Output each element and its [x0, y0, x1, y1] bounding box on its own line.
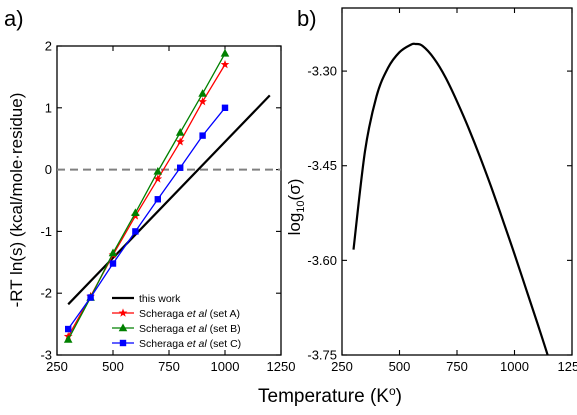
panel-b-frame — [341, 7, 573, 356]
series-3-point — [87, 294, 94, 301]
panel-a-xtick-label: 750 — [158, 359, 180, 374]
legend-marker-1 — [118, 308, 128, 317]
series-3-point — [154, 196, 161, 203]
panel-b-series-line-0 — [352, 42, 549, 355]
series-line-0 — [67, 94, 271, 306]
panel-b-ytick-label: -3.75 — [307, 348, 337, 363]
legend-marker-2 — [118, 323, 128, 332]
legend-marker-3 — [119, 339, 127, 347]
panel-a: a) -RT ln(s) (kcal/mole·residue) 250 500 7… — [4, 6, 295, 374]
series-3-point — [199, 132, 206, 139]
panel-b-ylabel: log10(σ) — [285, 179, 307, 236]
x-axis-title: Temperature (Ko) — [258, 384, 402, 407]
panel-b-xtick-label: 500 — [389, 359, 411, 374]
panel-a-label: a) — [4, 6, 24, 31]
panel-b-xtick-label: 1250 — [558, 359, 577, 374]
series-3-point — [132, 228, 139, 235]
panel-a-ytick-label: 2 — [45, 39, 52, 54]
series-3-point — [177, 164, 184, 171]
panel-b-xtick-label: 750 — [446, 359, 468, 374]
panel-a-ylabel: -RT ln(s) (kcal/mole·residue) — [7, 93, 26, 308]
series-1-point — [153, 174, 163, 183]
series-2-point — [153, 166, 163, 175]
panel-a-plot-area: 250 500 750 1000 1250 -3 -2 -1 0 1 2 — [40, 39, 295, 375]
series-2-point — [220, 48, 230, 57]
panel-a-xtick-label: 1000 — [211, 359, 240, 374]
panel-a-ytick-label: -2 — [40, 286, 52, 301]
panel-b-xtick-label: 1000 — [500, 359, 529, 374]
panel-b-ytick-label: -3.45 — [307, 158, 337, 173]
panel-b-plot-area: 250 500 750 1000 1250 -3.30 -3.45 -3.60 -3.75 — [307, 7, 577, 374]
series-2-point — [108, 248, 118, 257]
series-3-point — [221, 104, 229, 111]
series-3-point — [109, 260, 117, 267]
series-3-point — [65, 325, 72, 333]
series-2-point — [131, 208, 140, 217]
series-2-point — [198, 89, 207, 97]
panel-a-ytick-label: 1 — [45, 100, 52, 115]
panel-a-legend: this work Scheraga et al (set A) Scheraga … — [112, 293, 241, 350]
legend-label-1: Scheraga et al (set A) — [139, 308, 240, 320]
legend-label-3: Scheraga et al (set C) — [139, 338, 241, 350]
panel-b: b) log10(σ) 250 500 750 1000 1250 -3.30 -3.45 -… — [285, 6, 577, 374]
panel-b-label: b) — [297, 6, 317, 31]
panel-b-ytick-label: -3.60 — [307, 253, 337, 268]
panel-a-ytick-label: -3 — [40, 348, 52, 363]
series-2-point — [175, 128, 185, 136]
panel-a-ytick-label: -1 — [40, 224, 52, 239]
panel-b-ytick-label: -3.30 — [307, 64, 337, 79]
legend-label-2: Scheraga et al (set B) — [139, 323, 241, 335]
series-1-point — [220, 59, 230, 69]
panel-a-xtick-label: 1250 — [267, 359, 296, 374]
panel-a-ytick-label: 0 — [45, 162, 52, 177]
panel-b-xtick-label: 250 — [331, 359, 353, 374]
series-1-point — [198, 97, 207, 106]
series-line-3 — [67, 107, 226, 330]
panel-a-xtick-label: 250 — [46, 359, 68, 374]
legend-label-0: this work — [139, 293, 181, 305]
panel-a-xtick-label: 500 — [102, 359, 124, 374]
series-2-point — [63, 335, 73, 343]
series-1-point — [175, 137, 185, 146]
series-line-2 — [67, 53, 226, 340]
